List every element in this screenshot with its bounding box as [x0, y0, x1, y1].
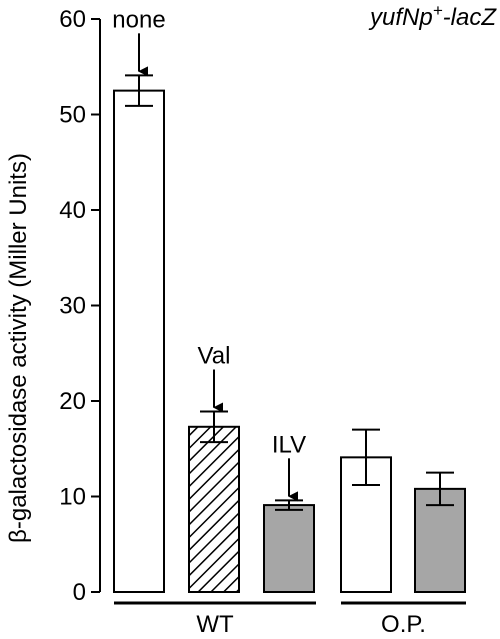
y-tick-label: 20: [59, 388, 86, 415]
y-tick-label: 30: [59, 293, 86, 320]
y-tick-label: 50: [59, 102, 86, 129]
group-label: WT: [196, 611, 234, 638]
y-tick-label: 40: [59, 197, 86, 224]
y-tick-label: 60: [59, 6, 86, 33]
construct-label-suffix: -lacZ: [443, 4, 498, 31]
annotation-label: Val: [198, 343, 231, 370]
y-axis-label: β-galactosidase activity (Miller Units): [5, 153, 32, 543]
annotations: none Val ILV: [112, 6, 306, 502]
annotation-label: ILV: [272, 431, 306, 458]
group-label: O.P.: [381, 611, 426, 638]
annotation-label: none: [112, 6, 165, 33]
y-tick-label: 0: [73, 579, 86, 606]
construct-label: yufNp+-lacZ: [368, 1, 497, 31]
y-tick-label: 10: [59, 484, 86, 511]
bars: [113, 74, 466, 593]
group-labels: WT O.P.: [114, 601, 466, 638]
bar: [113, 89, 165, 593]
construct-label-main: yufNp: [368, 4, 433, 31]
construct-label-sup: +: [433, 1, 443, 20]
bar: [263, 504, 315, 593]
y-axis: 0 10 20 30 40 50 60: [59, 6, 101, 606]
bar: [188, 425, 240, 593]
